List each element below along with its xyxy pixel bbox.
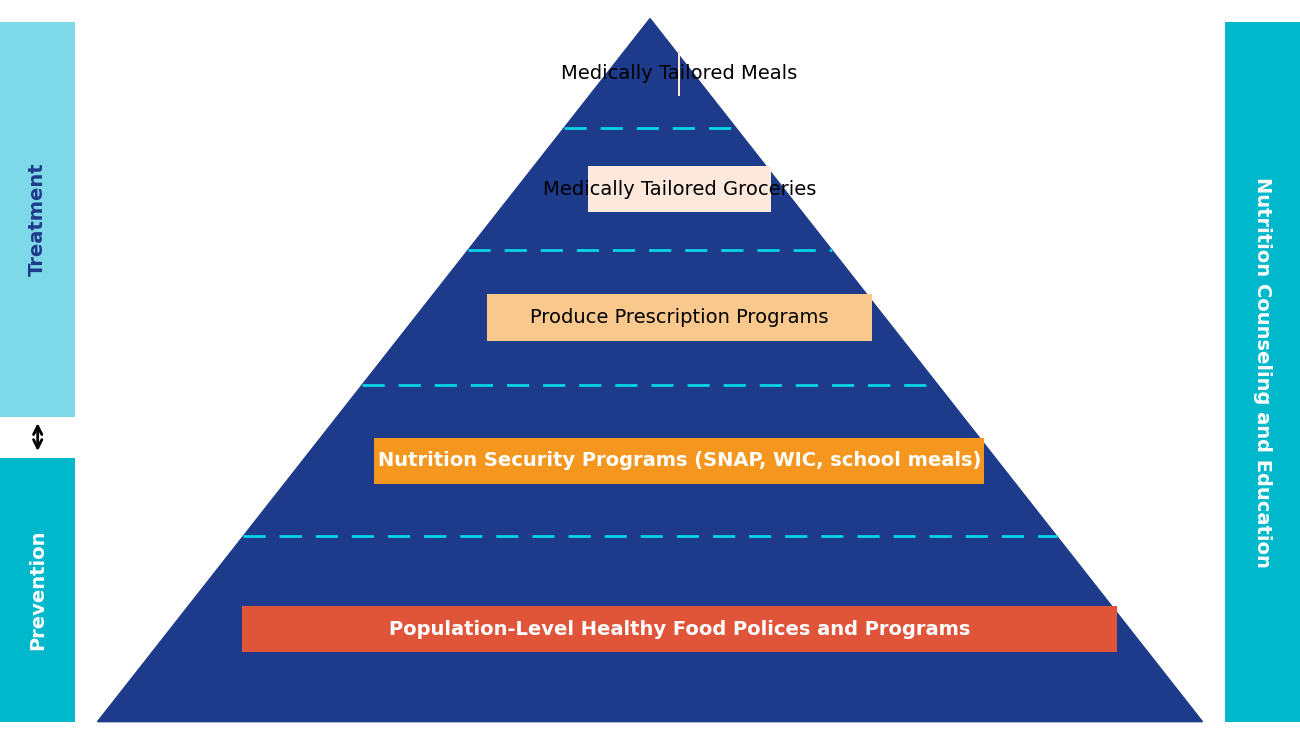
Text: Medically Tailored Meals: Medically Tailored Meals xyxy=(562,64,797,83)
Text: Nutrition Counseling and Education: Nutrition Counseling and Education xyxy=(1253,176,1271,568)
FancyBboxPatch shape xyxy=(374,437,984,484)
FancyBboxPatch shape xyxy=(588,166,771,212)
FancyBboxPatch shape xyxy=(0,458,75,722)
Text: Population-Level Healthy Food Polices and Programs: Population-Level Healthy Food Polices an… xyxy=(389,620,970,638)
Text: Medically Tailored Groceries: Medically Tailored Groceries xyxy=(542,179,816,199)
FancyBboxPatch shape xyxy=(1225,22,1300,722)
Polygon shape xyxy=(98,19,1203,722)
FancyBboxPatch shape xyxy=(0,22,75,417)
Text: Treatment: Treatment xyxy=(29,163,47,276)
Text: Produce Prescription Programs: Produce Prescription Programs xyxy=(530,308,828,327)
FancyBboxPatch shape xyxy=(242,606,1117,652)
Text: Prevention: Prevention xyxy=(29,530,47,650)
FancyBboxPatch shape xyxy=(679,51,680,97)
Text: Nutrition Security Programs (SNAP, WIC, school meals): Nutrition Security Programs (SNAP, WIC, … xyxy=(377,451,982,470)
FancyBboxPatch shape xyxy=(486,295,872,341)
